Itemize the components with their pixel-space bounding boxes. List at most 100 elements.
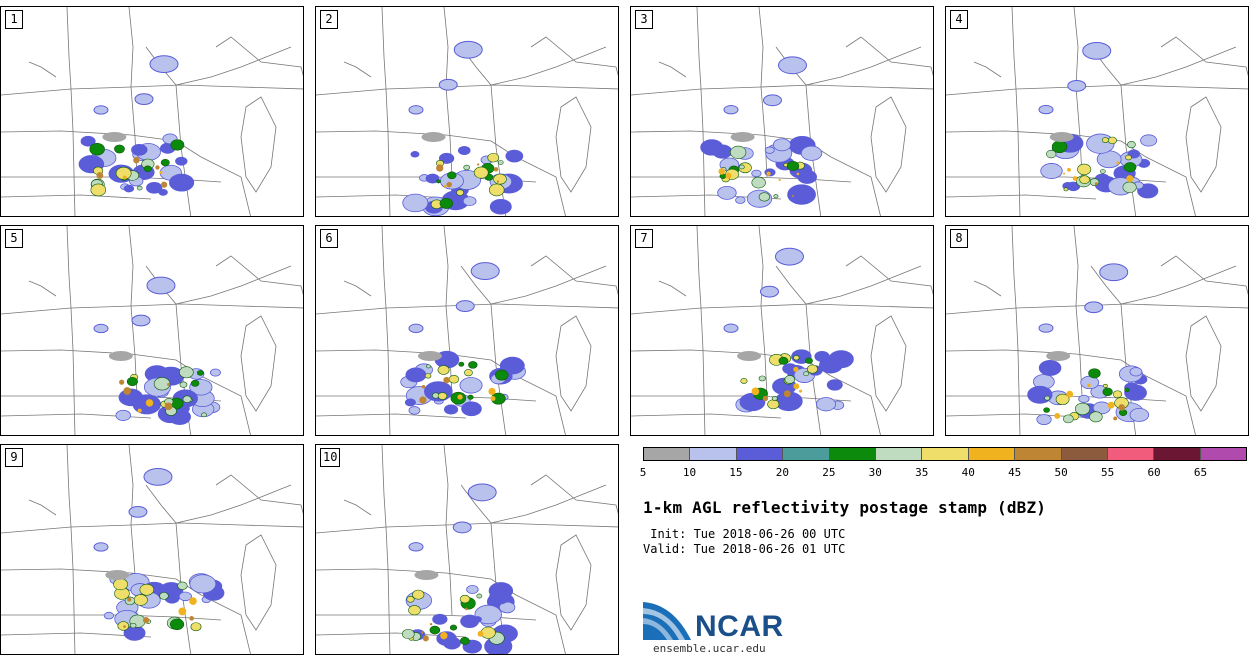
echo-core: [170, 139, 185, 151]
echo-intense: [1118, 404, 1125, 411]
boundary-line: [1, 614, 222, 621]
echo-light: [452, 521, 472, 534]
boundary-line: [316, 84, 618, 96]
boundary-line: [443, 445, 453, 616]
echo-intense: [189, 597, 197, 605]
boundary-line: [381, 226, 391, 435]
echo-region: [816, 397, 837, 412]
echo-core: [730, 145, 747, 159]
boundary-line: [946, 395, 1167, 402]
echo-core: [1074, 402, 1091, 416]
echo-core: [1088, 368, 1101, 379]
echo-intense: [1107, 401, 1115, 409]
reflectivity-map: [1, 445, 303, 654]
echo-intense: [443, 376, 450, 384]
echo-core: [1112, 390, 1123, 398]
echo-core: [1118, 409, 1128, 416]
echo-region: [787, 184, 816, 205]
boundary-line: [830, 156, 881, 216]
echo-region: [1129, 367, 1143, 377]
echo-intense: [493, 167, 499, 172]
echo-core: [1055, 393, 1070, 405]
colorbar-tick-label: 35: [915, 466, 929, 479]
website-url: ensemble.ucar.edu: [653, 642, 766, 655]
boundary-line: [1, 194, 152, 200]
panel-number: 6: [320, 229, 338, 248]
echo-core: [488, 183, 505, 197]
member-panel-4: 4: [945, 6, 1249, 217]
echo-intense: [123, 625, 126, 628]
echo-light: [1067, 79, 1087, 92]
echo-core: [460, 637, 470, 645]
echo-region: [826, 379, 843, 391]
echo-region: [1129, 407, 1150, 422]
echo-core: [1123, 162, 1137, 173]
panel-number: 3: [635, 10, 653, 29]
echo-intense: [465, 607, 468, 611]
echo-core: [177, 581, 188, 590]
boundary-line: [240, 534, 277, 631]
echo-light: [408, 542, 424, 552]
colorbar-tick-label: 30: [868, 466, 882, 479]
boundary-line: [28, 61, 57, 78]
echo-core: [1079, 175, 1090, 185]
reflectivity-map: [316, 445, 618, 654]
echo-core: [130, 622, 137, 629]
echo-core: [196, 370, 204, 376]
echo-intense: [477, 163, 480, 166]
echo-core: [182, 395, 192, 403]
boundary-line: [1120, 84, 1137, 216]
boundary-line: [381, 7, 391, 216]
echo-core: [190, 622, 202, 632]
echo-core: [424, 373, 432, 379]
echo-core: [133, 594, 148, 606]
boundary-line: [66, 226, 76, 435]
boundary-line: [316, 413, 467, 419]
echo-intense: [725, 172, 732, 179]
echo-light: [408, 323, 424, 334]
colorbar-segment: [1015, 448, 1062, 460]
echo-intense: [1067, 167, 1071, 172]
boundary-line: [1145, 156, 1196, 216]
logo-text: NCAR: [695, 610, 784, 643]
echo-core: [139, 583, 155, 596]
echo-region: [1027, 385, 1053, 404]
echo-intense: [178, 607, 187, 616]
echo-intense: [793, 366, 799, 372]
echo-region: [505, 149, 524, 163]
boundary-line: [631, 84, 933, 96]
echo-core: [805, 357, 813, 364]
colorbar-segment: [736, 448, 784, 460]
echo-region: [123, 184, 135, 193]
echo-intense: [791, 194, 795, 198]
echo-core: [169, 618, 185, 631]
echo-core: [437, 392, 448, 400]
boundary-line: [343, 280, 372, 297]
echo-core: [113, 578, 128, 591]
echo-light: [134, 93, 154, 106]
echo-intense: [490, 396, 496, 401]
echo-light: [470, 262, 500, 280]
echo-core: [784, 375, 796, 384]
echo-region: [814, 350, 830, 362]
boundary-line: [1090, 46, 1237, 86]
panel-number: 1: [5, 10, 23, 29]
colorbar-tick-label: 50: [1054, 466, 1068, 479]
boundary-line: [381, 445, 391, 654]
echo-core: [448, 375, 460, 384]
echo-core: [190, 379, 200, 387]
boundary-line: [490, 84, 507, 216]
boundary-line: [845, 255, 933, 296]
echo-core: [786, 161, 800, 171]
echo-intense: [429, 623, 433, 626]
echo-region: [443, 404, 459, 415]
echo-region: [175, 156, 188, 166]
echo-region: [115, 409, 132, 421]
echo-light: [131, 314, 151, 327]
echo-region: [158, 188, 168, 196]
echo-light: [1082, 41, 1112, 60]
boundary-line: [658, 61, 687, 78]
echo-core: [179, 381, 188, 388]
echo-core: [495, 369, 509, 381]
boundary-line: [443, 226, 453, 397]
